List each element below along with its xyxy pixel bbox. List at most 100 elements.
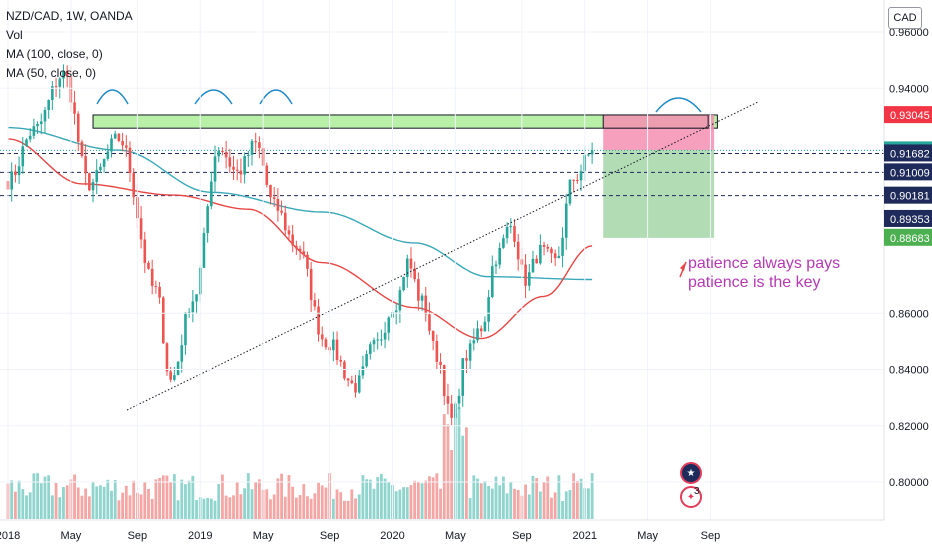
candle-body	[158, 286, 161, 298]
volume-bar	[306, 496, 309, 519]
volume-bar	[550, 497, 553, 519]
candle-body	[47, 100, 50, 110]
time-tick-label: May	[637, 530, 658, 542]
volume-bar	[557, 475, 561, 519]
volume-bar	[154, 479, 158, 519]
volume-bar	[202, 498, 206, 519]
candle-body	[590, 150, 594, 155]
volume-bar	[435, 473, 439, 519]
candle-body	[461, 358, 465, 396]
price-axis-bg	[884, 0, 932, 550]
event-count: 3	[694, 486, 700, 497]
volume-bar	[428, 476, 431, 519]
volume-bar	[409, 485, 413, 519]
volume-bar	[246, 473, 250, 519]
candle-body	[180, 345, 184, 362]
candle-body	[228, 157, 232, 167]
volume-bar	[110, 490, 113, 519]
volume-bar	[413, 480, 417, 519]
candle-body	[217, 150, 221, 157]
candle-body	[276, 198, 280, 211]
candle-body	[542, 244, 546, 247]
volume-bar	[206, 497, 210, 519]
candle-body	[191, 301, 195, 313]
candle-body	[446, 396, 450, 404]
volume-bar	[531, 475, 535, 519]
candle-body	[531, 258, 535, 273]
volume-bar	[450, 450, 454, 519]
volume-bar	[209, 498, 213, 519]
volume-bar	[439, 488, 442, 519]
volume-bar	[387, 482, 391, 519]
candle-body	[546, 246, 550, 249]
candle-body	[176, 361, 180, 376]
price-label-text: 0.90181	[890, 191, 930, 203]
ma50-indicator-label[interactable]: MA (50, close, 0)	[6, 66, 97, 80]
candle-body	[224, 152, 228, 158]
volume-bar	[25, 495, 28, 519]
candle-body	[302, 251, 306, 255]
candle-body	[173, 375, 176, 380]
candle-body	[102, 158, 106, 167]
volume-bar	[494, 476, 498, 519]
volume-bar	[239, 494, 243, 519]
candle-body	[62, 70, 65, 79]
candle-body	[272, 197, 276, 199]
candle-body	[587, 154, 590, 156]
volume-bar	[331, 498, 335, 519]
candle-body	[269, 184, 272, 198]
volume-bar	[405, 487, 409, 519]
volume-bar	[73, 474, 76, 519]
volume-bar	[442, 414, 446, 519]
volume-bar	[50, 495, 54, 519]
candle-body	[258, 142, 261, 149]
volume-bar	[54, 482, 58, 519]
volume-bar	[346, 500, 350, 519]
price-tick-label: 0.96000	[889, 27, 929, 39]
volume-bar	[128, 495, 132, 519]
candle-body	[435, 340, 439, 362]
price-label-box	[884, 186, 932, 204]
volume-bar	[124, 485, 128, 519]
volume-indicator-label[interactable]: Vol	[6, 28, 23, 42]
volume-bar	[158, 477, 161, 519]
candle-body	[320, 334, 324, 340]
candle-body	[417, 279, 420, 301]
candle-body	[513, 226, 516, 242]
candle-body	[95, 170, 99, 182]
volume-bars	[6, 407, 594, 519]
candle-body	[561, 237, 564, 256]
drawings	[96, 89, 759, 411]
economic-event-icon[interactable]: ★	[680, 462, 702, 484]
currency-badge[interactable]: CAD	[888, 7, 922, 29]
candle-body	[291, 234, 294, 246]
symbol-title[interactable]: NZD/CAD, 1W, OANDA	[6, 9, 133, 23]
volume-bar	[339, 492, 343, 519]
candle-body	[32, 126, 36, 136]
volume-bar	[221, 474, 224, 519]
volume-bar	[465, 427, 468, 519]
volume-bar	[590, 473, 594, 519]
volume-bar	[113, 479, 117, 519]
volume-bar	[354, 498, 357, 519]
price-tick-label: 0.86000	[889, 308, 929, 320]
volume-bar	[320, 485, 324, 519]
volume-bar	[287, 475, 291, 519]
price-tick-label: 0.94000	[889, 83, 929, 95]
ma100-indicator-label[interactable]: MA (100, close, 0)	[6, 47, 103, 61]
volume-bar	[169, 481, 173, 519]
candle-body	[409, 258, 413, 269]
dividend-event-icon[interactable]: ✦	[680, 486, 702, 508]
time-tick-label: Sep	[128, 530, 148, 542]
candle-body	[88, 173, 91, 191]
volume-bar	[402, 487, 405, 519]
candle-body	[483, 321, 487, 332]
candle-body	[527, 272, 531, 286]
candle-body	[576, 179, 579, 181]
volume-bar	[143, 482, 147, 519]
candle-body	[572, 179, 575, 181]
candle-body	[235, 169, 239, 171]
volume-bar	[398, 489, 402, 519]
